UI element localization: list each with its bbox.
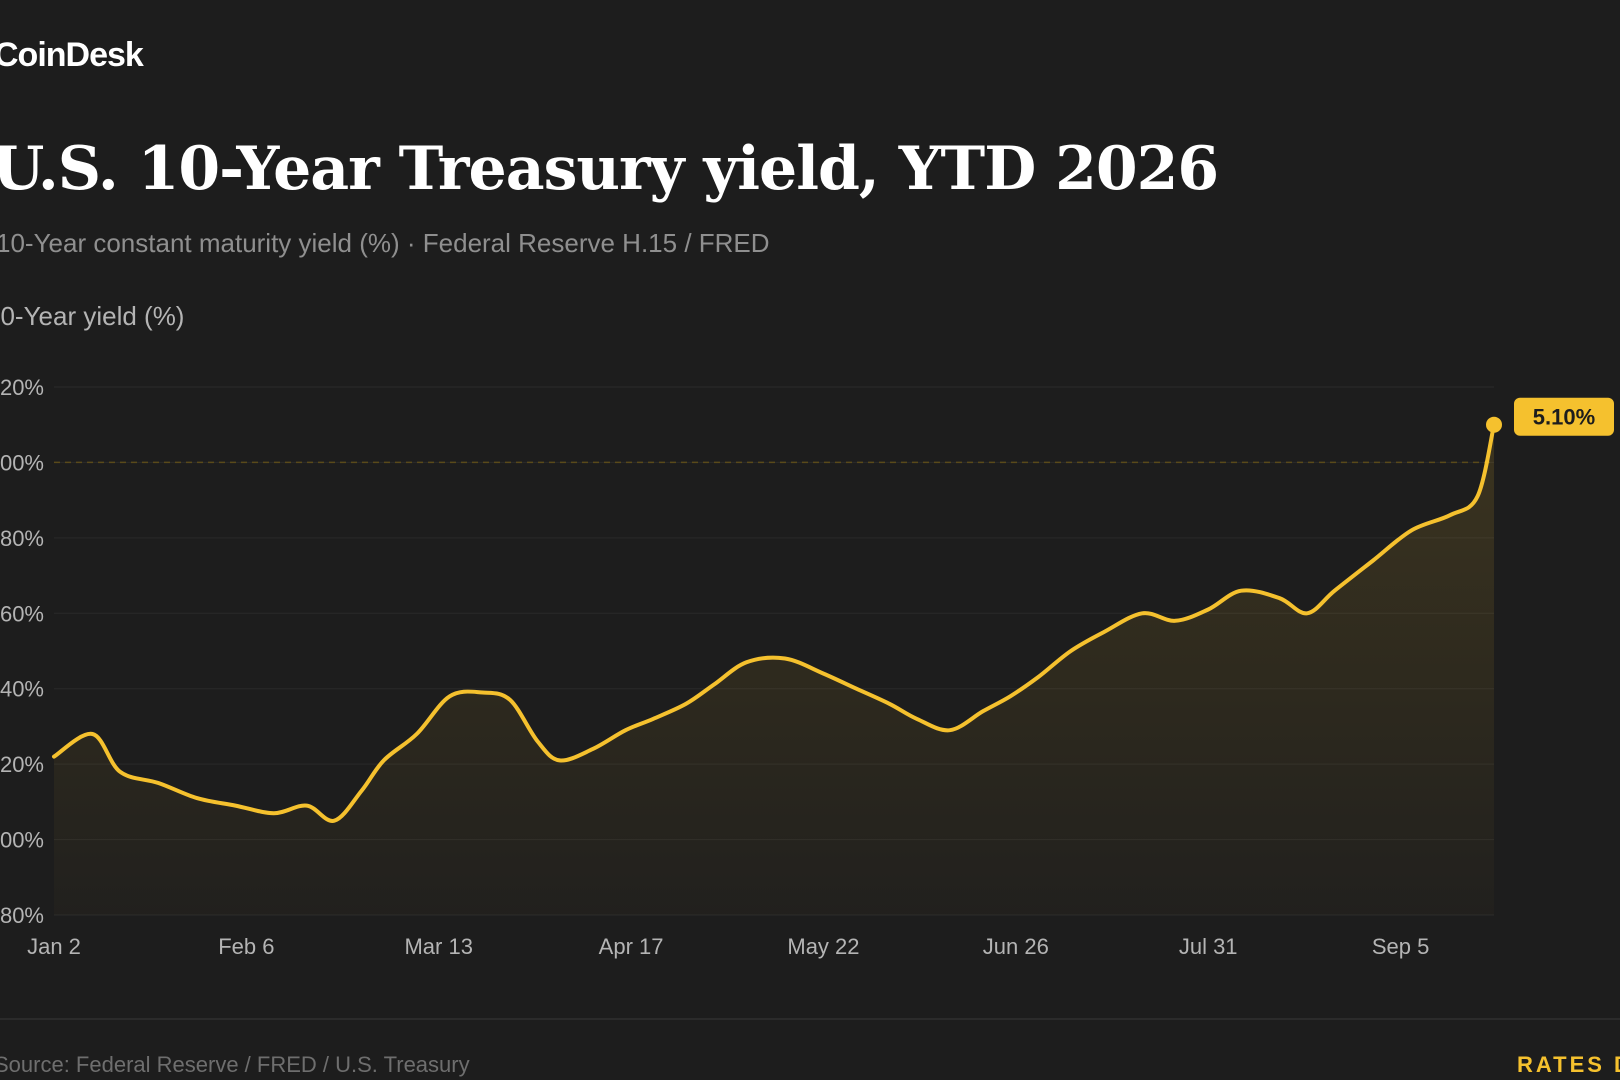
x-tick-label: Apr 17 [599,934,664,959]
yield-area-fill [54,424,1494,915]
desk-tag: RATES DESK [1517,1052,1620,1077]
y-tick-label: 4.20% [0,752,44,777]
chart-title: U.S. 10-Year Treasury yield, YTD 2026 [0,134,1219,204]
y-tick-label: 5.20% [0,375,44,400]
y-axis-ticks: 3.80% 4.00% 4.20% 4.40% 4.60% 4.80% 5.00% 5.20% [0,375,44,928]
y-tick-label: 3.80% [0,903,44,928]
last-point-marker [1486,416,1502,433]
y-tick-label: 4.00% [0,828,44,853]
yield-line [52,422,1496,823]
y-axis-label: 10-Year yield (%) [0,301,184,331]
x-tick-label: May 22 [787,934,859,959]
footer-divider [0,1018,1620,1020]
chart-subtitle: 10-Year constant maturity yield (%) · Fe… [0,228,770,258]
coindesk-logo: CoinDesk [0,36,144,74]
x-tick-label: Jan 2 [27,934,81,959]
y-tick-label: 4.80% [0,526,44,551]
x-tick-label: Mar 13 [404,934,472,959]
y-tick-label: 4.40% [0,677,44,702]
yield-chart: 10-Year yield (%) 3.80% 4.00% 4.20% 4.40% 4.… [0,301,1614,959]
x-tick-label: Feb 6 [218,934,274,959]
x-axis-ticks: Jan 2 Feb 6 Mar 13 Apr 17 May 22 Jun 26 Jul 31… [27,934,1429,959]
y-tick-label: 5.00% [0,450,44,475]
x-tick-label: Jun 26 [983,934,1049,959]
y-tick-label: 4.60% [0,601,44,626]
last-value-text: 5.10% [1533,405,1595,430]
x-tick-label: Sep 5 [1372,934,1430,959]
x-tick-label: Jul 31 [1179,934,1238,959]
source-note: Source: Federal Reserve / FRED / U.S. Tr… [0,1052,470,1077]
last-value-badge: 5.10% [1514,397,1614,436]
